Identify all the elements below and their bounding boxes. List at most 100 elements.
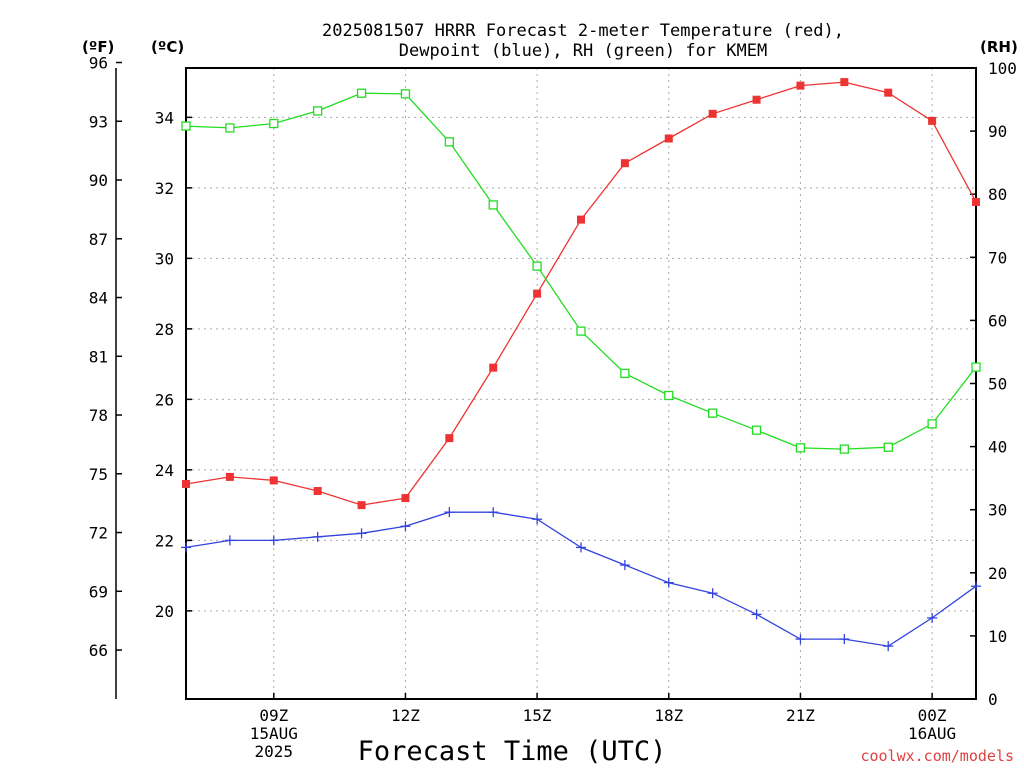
series-line-temperature [185, 81, 977, 506]
dewpoint-point [707, 588, 718, 599]
fahrenheit-tick-label: 87 [89, 230, 108, 249]
rh-point [225, 123, 235, 133]
temperature-point [357, 501, 366, 510]
temperature-point [928, 116, 937, 125]
data-series [181, 78, 981, 652]
watermark-text: coolwx.com/models [860, 747, 1014, 765]
celsius-tick-label: 32 [155, 179, 174, 198]
temperature-point [708, 109, 717, 118]
rh-point [927, 419, 937, 429]
dewpoint-point [224, 535, 235, 546]
x-tick-label: 09Z [259, 706, 288, 725]
dewpoint-point [971, 581, 981, 592]
rh-point [708, 408, 718, 418]
x-tick-label: 18Z [654, 706, 683, 725]
rh-point [664, 390, 674, 401]
temperature-point [489, 363, 498, 372]
chart-title-line1: 2025081507 HRRR Forecast 2-meter Tempera… [322, 21, 844, 41]
x-tick-label: 16AUG [908, 724, 956, 743]
chart-title-line2: Dewpoint (blue), RH (green) for KMEM [399, 41, 767, 61]
fahrenheit-tick-label: 96 [89, 54, 108, 73]
rh-point [532, 261, 542, 271]
rh-tick-label: 90 [988, 122, 1007, 141]
rh-point [751, 425, 762, 435]
temperature-point [225, 472, 234, 481]
rh-point [576, 326, 586, 336]
temperature-point [840, 78, 849, 87]
celsius-tick-label: 20 [155, 602, 174, 621]
fahrenheit-tick-label: 93 [89, 112, 108, 131]
gridlines [186, 68, 976, 699]
dewpoint-point [488, 507, 499, 518]
fahrenheit-tick-label: 66 [89, 641, 108, 660]
dewpoint-point [444, 507, 455, 518]
temperature-point [577, 215, 585, 224]
dewpoint-point [312, 531, 323, 542]
x-axis-title: Forecast Time (UTC) [358, 736, 667, 767]
fahrenheit-unit-label: (ºF) [82, 38, 114, 56]
temperature-point [401, 494, 410, 503]
celsius-tick-label: 26 [155, 390, 174, 409]
rh-point [356, 88, 367, 98]
temperature-point [796, 81, 805, 90]
rh-point [971, 362, 981, 372]
dewpoint-point [839, 634, 850, 645]
rh-point [883, 442, 893, 452]
temperature-point [313, 487, 322, 496]
fahrenheit-tick-label: 84 [89, 289, 108, 308]
celsius-unit-label: (ºC) [151, 38, 184, 56]
fahrenheit-tick-label: 69 [89, 582, 108, 601]
rh-tick-label: 70 [988, 248, 1007, 267]
rh-point [269, 118, 279, 129]
fahrenheit-tick-label: 78 [89, 406, 108, 425]
rh-point [400, 89, 411, 99]
plot-frame [185, 67, 977, 700]
temperature-point [182, 479, 190, 488]
rh-tick-label: 20 [988, 564, 1007, 583]
dewpoint-point [268, 535, 279, 546]
rh-tick-label: 40 [988, 438, 1007, 457]
fahrenheit-tick-label: 81 [89, 347, 108, 366]
rh-tick-label: 60 [988, 311, 1007, 330]
fahrenheit-tick-label: 75 [89, 465, 108, 484]
dewpoint-point [356, 528, 367, 539]
series-line-rh [185, 92, 977, 450]
rh-point [444, 137, 454, 147]
fahrenheit-tick-label: 72 [89, 524, 108, 543]
temperature-point [620, 159, 629, 168]
rh-point [488, 200, 498, 210]
rh-tick-label: 30 [988, 501, 1007, 520]
celsius-tick-label: 34 [155, 108, 174, 127]
dewpoint-point [927, 612, 938, 623]
dewpoint-point [883, 641, 894, 652]
temperature-point [884, 88, 893, 97]
rh-tick-label: 10 [988, 627, 1007, 646]
rh-tick-label: 50 [988, 375, 1007, 394]
temperature-point [972, 197, 980, 206]
x-tick-label: 2025 [255, 742, 294, 761]
celsius-tick-label: 28 [155, 320, 174, 339]
temperature-point [445, 434, 454, 443]
rh-tick-label: 100 [988, 59, 1017, 78]
rh-point [313, 106, 323, 116]
dewpoint-point [576, 542, 586, 553]
x-tick-label: 00Z [918, 706, 947, 725]
dewpoint-point [181, 542, 191, 553]
x-tick-label: 21Z [786, 706, 815, 725]
dewpoint-point [795, 634, 806, 645]
dewpoint-point [663, 577, 674, 588]
x-tick-label: 15Z [523, 706, 552, 725]
rh-point [181, 121, 191, 131]
series-line-dewpoint [185, 511, 977, 647]
rh-unit-label: (RH) [980, 38, 1018, 56]
dewpoint-point [532, 514, 543, 525]
axes: 66 69 72 75 78 81 84 87 90 93 96 20 22 24 26 28 30 32 34 0 1… [89, 54, 1017, 761]
temperature-point [269, 476, 278, 485]
fahrenheit-tick-label: 90 [89, 171, 108, 190]
temperature-point [533, 289, 542, 298]
rh-point [795, 443, 806, 453]
temperature-point [664, 134, 673, 143]
rh-point [620, 368, 630, 379]
celsius-tick-label: 30 [155, 249, 174, 268]
